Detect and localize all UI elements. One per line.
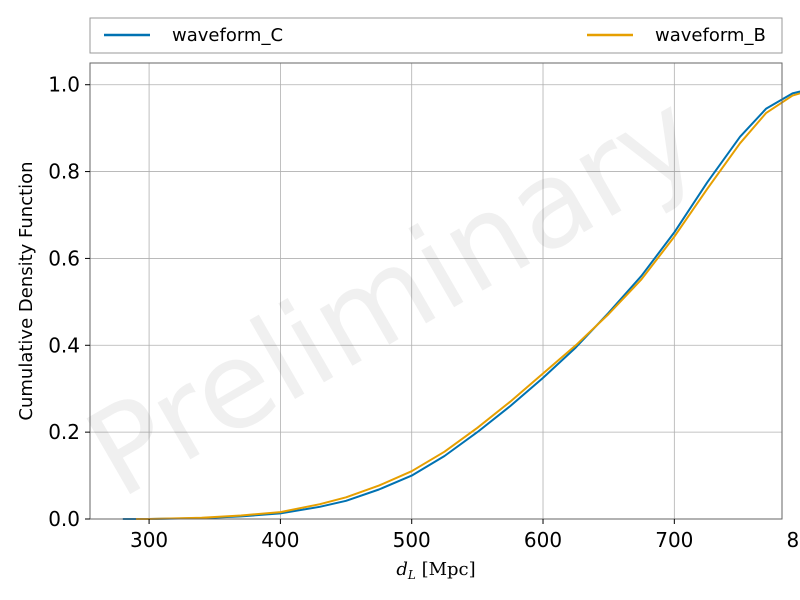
y-axis: 0.0 0.2 0.4 0.6 0.8 1.0 — [48, 73, 90, 531]
y-tick-label: 0.4 — [48, 333, 80, 357]
x-axis-label: dL [Mpc] — [396, 559, 475, 582]
y-tick-label: 1.0 — [48, 73, 80, 97]
x-tick-label: 300 — [130, 528, 168, 552]
y-tick-label: 0.2 — [48, 420, 80, 444]
legend-label-waveform-c: waveform_C — [172, 25, 283, 46]
series-line-waveform-c — [122, 90, 800, 520]
x-tick-label: 500 — [393, 528, 431, 552]
y-tick-label: 0.8 — [48, 160, 80, 184]
x-axis: 300 400 500 600 700 800 — [130, 519, 800, 552]
x-axis-label-symbol: d — [396, 559, 408, 580]
legend-label-waveform-b: waveform_B — [655, 25, 766, 46]
x-tick-label: 600 — [524, 528, 562, 552]
x-axis-label-unit: [Mpc] — [416, 559, 476, 580]
x-tick-label: 800 — [787, 528, 800, 552]
y-tick-label: 0.0 — [48, 507, 80, 531]
y-axis-label: Cumulative Density Function — [16, 161, 37, 420]
x-tick-label: 700 — [655, 528, 693, 552]
series-layer — [122, 90, 800, 520]
grid — [90, 63, 782, 520]
series-line-waveform-b — [136, 92, 800, 520]
x-tick-label: 400 — [261, 528, 299, 552]
legend-frame — [89, 17, 783, 54]
plot-frame — [89, 62, 783, 520]
x-axis-label-subscript: L — [407, 568, 416, 582]
y-tick-label: 0.6 — [48, 246, 80, 270]
legend: waveform_C waveform_B — [89, 17, 783, 54]
